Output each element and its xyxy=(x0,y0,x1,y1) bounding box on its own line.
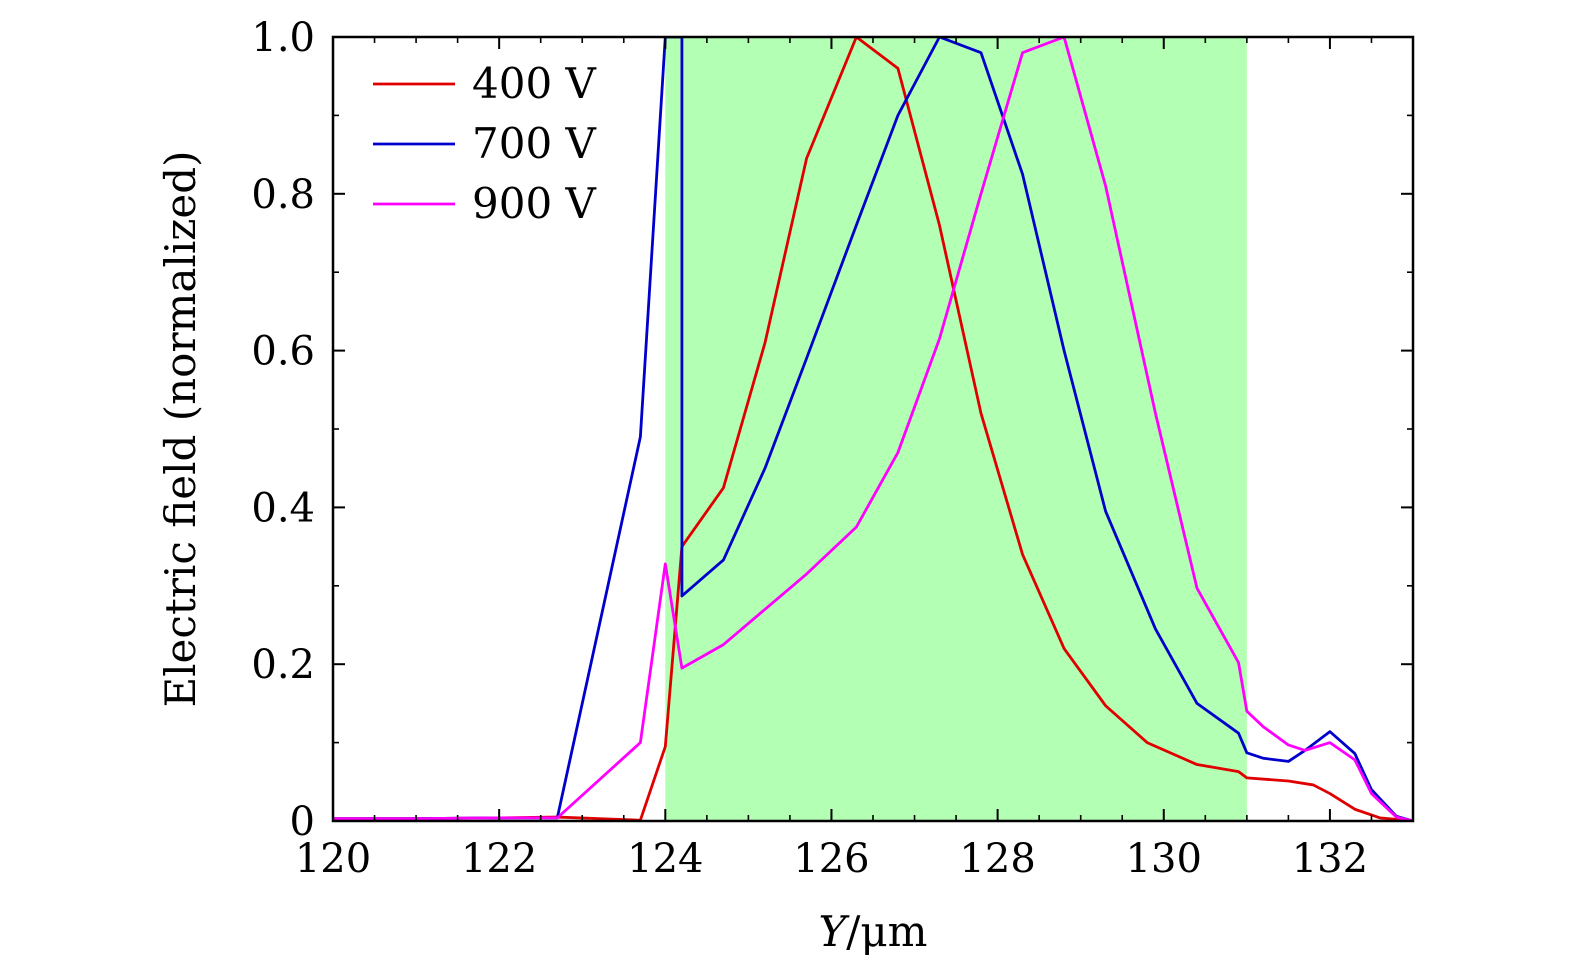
y-tick-label: 0.2 xyxy=(251,642,315,688)
y-tick-label: 1.0 xyxy=(251,15,315,61)
x-tick-label: 126 xyxy=(793,836,869,882)
y-tick-label: 0 xyxy=(290,799,315,845)
legend-label: 400 V xyxy=(472,59,597,108)
x-tick-label: 128 xyxy=(959,836,1035,882)
series-line-400v xyxy=(333,37,1413,821)
x-tick-label: 120 xyxy=(295,836,371,882)
legend-label: 900 V xyxy=(472,179,597,228)
ticks-layer: 120 122 124 126 128 130 132 0 0.2 0.4 0.6 0.8 1.0 xyxy=(251,15,1413,882)
legend: 400 V 700 V 900 V xyxy=(373,59,597,228)
series-layer xyxy=(333,37,1413,821)
x-tick-label: 130 xyxy=(1126,836,1202,882)
series-line-700v xyxy=(333,37,1413,821)
y-tick-label: 0.6 xyxy=(251,329,315,375)
y-tick-label: 0.8 xyxy=(251,172,315,218)
x-tick-label: 122 xyxy=(461,836,537,882)
x-tick-label: 124 xyxy=(627,836,703,882)
y-tick-label: 0.4 xyxy=(251,485,315,531)
shaded-region xyxy=(665,37,1247,821)
legend-label: 700 V xyxy=(472,119,597,168)
x-axis-unit: /μm xyxy=(846,907,927,956)
x-tick-label: 132 xyxy=(1292,836,1368,882)
y-axis-title: Electric field (normalized) xyxy=(156,150,205,707)
x-axis-title: Y/μm xyxy=(818,907,927,956)
x-axis-variable: Y xyxy=(818,907,850,956)
series-line-900v xyxy=(333,37,1413,821)
